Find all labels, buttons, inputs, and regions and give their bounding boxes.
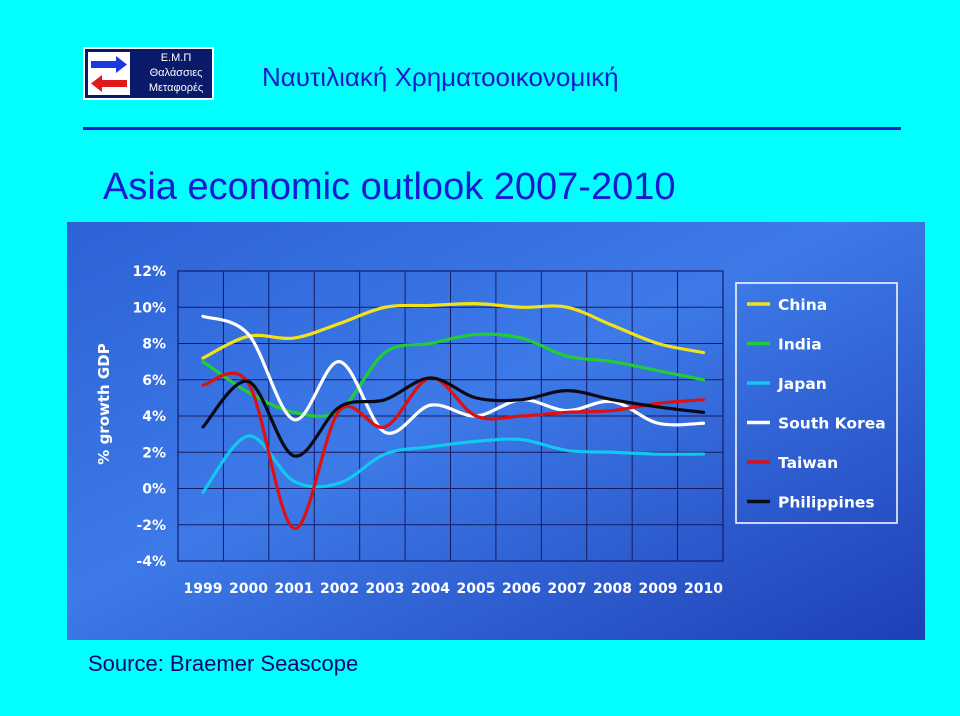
y-tick-label: 12% [132, 264, 166, 280]
arrows-icon [88, 52, 130, 95]
legend-label-india: India [778, 336, 822, 354]
series-line-south-korea [201, 314, 706, 435]
x-tick-label: 1999 [184, 581, 223, 597]
x-tick-label: 2003 [366, 581, 405, 597]
x-tick-label: 2006 [502, 581, 541, 597]
legend-label-china: China [778, 296, 827, 314]
y-axis-ticks: -4% -2% 0% 2% 4% 6% 8% 10% 12% [132, 264, 166, 570]
logo-line-2: Θαλάσσιες [149, 67, 203, 79]
legend-label-japan: Japan [777, 375, 827, 393]
x-tick-label: 2010 [684, 581, 723, 597]
x-tick-label: 2004 [411, 581, 450, 597]
gdp-growth-chart: -4% -2% 0% 2% 4% 6% 8% 10% 12% 1999 2000 2001 2002 2… [67, 222, 925, 640]
y-tick-label: 0% [142, 482, 166, 498]
header-divider [83, 127, 901, 130]
slide-title: Asia economic outlook 2007-2010 [103, 166, 676, 208]
series-line-india [201, 332, 706, 418]
x-tick-label: 2009 [639, 581, 678, 597]
series-line-philippines [201, 376, 706, 458]
logo-line-1: Ε.Μ.Π [160, 52, 192, 64]
y-tick-label: 6% [142, 373, 166, 389]
logo-text: Ε.Μ.Π Θαλάσσιες Μεταφορές [139, 51, 213, 96]
chart-legend: China India Japan South Korea Taiwan Philippi… [735, 282, 898, 524]
logo: Ε.Μ.Π Θαλάσσιες Μεταφορές [83, 47, 214, 100]
y-axis-label: % growth GDP [95, 343, 113, 464]
series-line-china [201, 301, 706, 360]
y-tick-label: -4% [136, 554, 166, 570]
chart-series [201, 301, 706, 530]
legend-label-taiwan: Taiwan [778, 454, 838, 472]
y-tick-label: -2% [136, 518, 166, 534]
chart-grid [177, 270, 724, 562]
legend-box [735, 282, 898, 524]
y-tick-label: 2% [142, 445, 166, 461]
x-tick-label: 2000 [229, 581, 268, 597]
y-tick-label: 8% [142, 337, 166, 353]
x-tick-label: 2008 [593, 581, 632, 597]
x-tick-label: 2002 [320, 581, 359, 597]
x-tick-label: 2005 [457, 581, 496, 597]
chart-panel: -4% -2% 0% 2% 4% 6% 8% 10% 12% 1999 2000 2001 2002 2… [67, 222, 925, 640]
y-tick-label: 10% [132, 300, 166, 316]
x-axis-ticks: 1999 2000 2001 2002 2003 2004 2005 2006 2007 2008… [184, 581, 724, 597]
source-note: Source: Braemer Seascope [88, 651, 359, 676]
logo-line-3: Μεταφορές [148, 82, 204, 94]
series-line-japan [201, 434, 706, 494]
y-tick-label: 4% [142, 409, 166, 425]
legend-label-philippines: Philippines [778, 494, 875, 512]
header-title: Ναυτιλιακή Χρηματοοικονομική [262, 62, 619, 92]
x-tick-label: 2001 [275, 581, 314, 597]
x-tick-label: 2007 [548, 581, 587, 597]
legend-label-south-korea: South Korea [778, 415, 886, 433]
